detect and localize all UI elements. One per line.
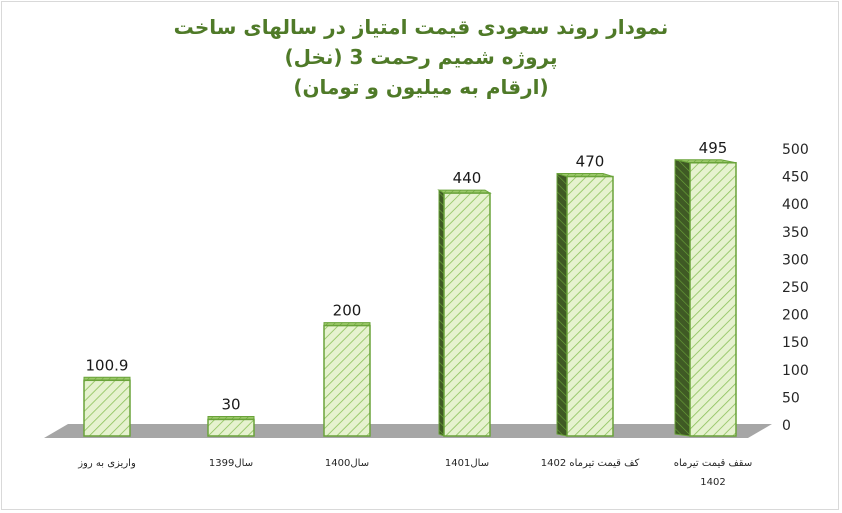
- bar-4: 470: [556, 153, 614, 437]
- bar-value-label-0: 100.9: [86, 356, 129, 374]
- bar-front-3: [443, 192, 491, 437]
- chart-title-line-2: پروژه شمیم رحمت 3 (نخل): [284, 45, 558, 69]
- bar-5: 495: [674, 139, 737, 437]
- bar-0: 100.9: [83, 356, 131, 437]
- y-tick-label-4: 200: [782, 308, 809, 324]
- category-label-0: واریزی به روز: [77, 458, 136, 469]
- y-tick-label-6: 300: [782, 252, 809, 268]
- bar-3: 440: [437, 169, 492, 437]
- category-label-2: سال1400: [325, 458, 369, 469]
- y-tick-label-2: 100: [782, 363, 809, 379]
- y-tick-label-1: 50: [782, 390, 800, 406]
- category-label-4: کف قیمت تیرماه 1402: [541, 458, 640, 469]
- bar-value-label-3: 440: [453, 169, 482, 187]
- bar-front-5: [689, 162, 737, 437]
- bar-front-1: [207, 418, 255, 437]
- y-tick-label-10: 500: [782, 142, 809, 158]
- bar-value-label-5: 495: [699, 139, 728, 157]
- y-tick-label-5: 250: [782, 280, 809, 296]
- bar-side-5: [674, 159, 691, 437]
- bar-side-4: [556, 172, 568, 437]
- y-tick-label-8: 400: [782, 197, 809, 213]
- category-label-5: سقف قیمت تیرماه 1402: [674, 458, 753, 488]
- chart-floor: [44, 424, 772, 438]
- bar-front-0: [83, 379, 131, 437]
- bar-2: 200: [323, 302, 371, 437]
- chart-title-line-3: (ارقام به میلیون و تومان): [293, 75, 549, 99]
- category-label-3: سال1401: [445, 458, 489, 469]
- bar-value-label-1: 30: [221, 395, 240, 413]
- y-tick-label-3: 150: [782, 335, 809, 351]
- y-tick-label-7: 350: [782, 225, 809, 241]
- bar-value-label-2: 200: [333, 302, 362, 320]
- bar-front-2: [323, 324, 371, 437]
- bar-value-label-4: 470: [576, 153, 605, 171]
- y-tick-label-9: 450: [782, 170, 809, 186]
- bar-1: 30: [207, 395, 255, 437]
- category-label-1: سال1399: [209, 458, 253, 469]
- y-tick-label-0: 0: [782, 418, 791, 434]
- chart-title-line-1: نمودار روند سعودی قیمت امتیاز در سالهای …: [173, 15, 669, 39]
- bar-front-4: [566, 175, 614, 437]
- chart-title: نمودار روند سعودی قیمت امتیاز در سالهای …: [0, 12, 842, 102]
